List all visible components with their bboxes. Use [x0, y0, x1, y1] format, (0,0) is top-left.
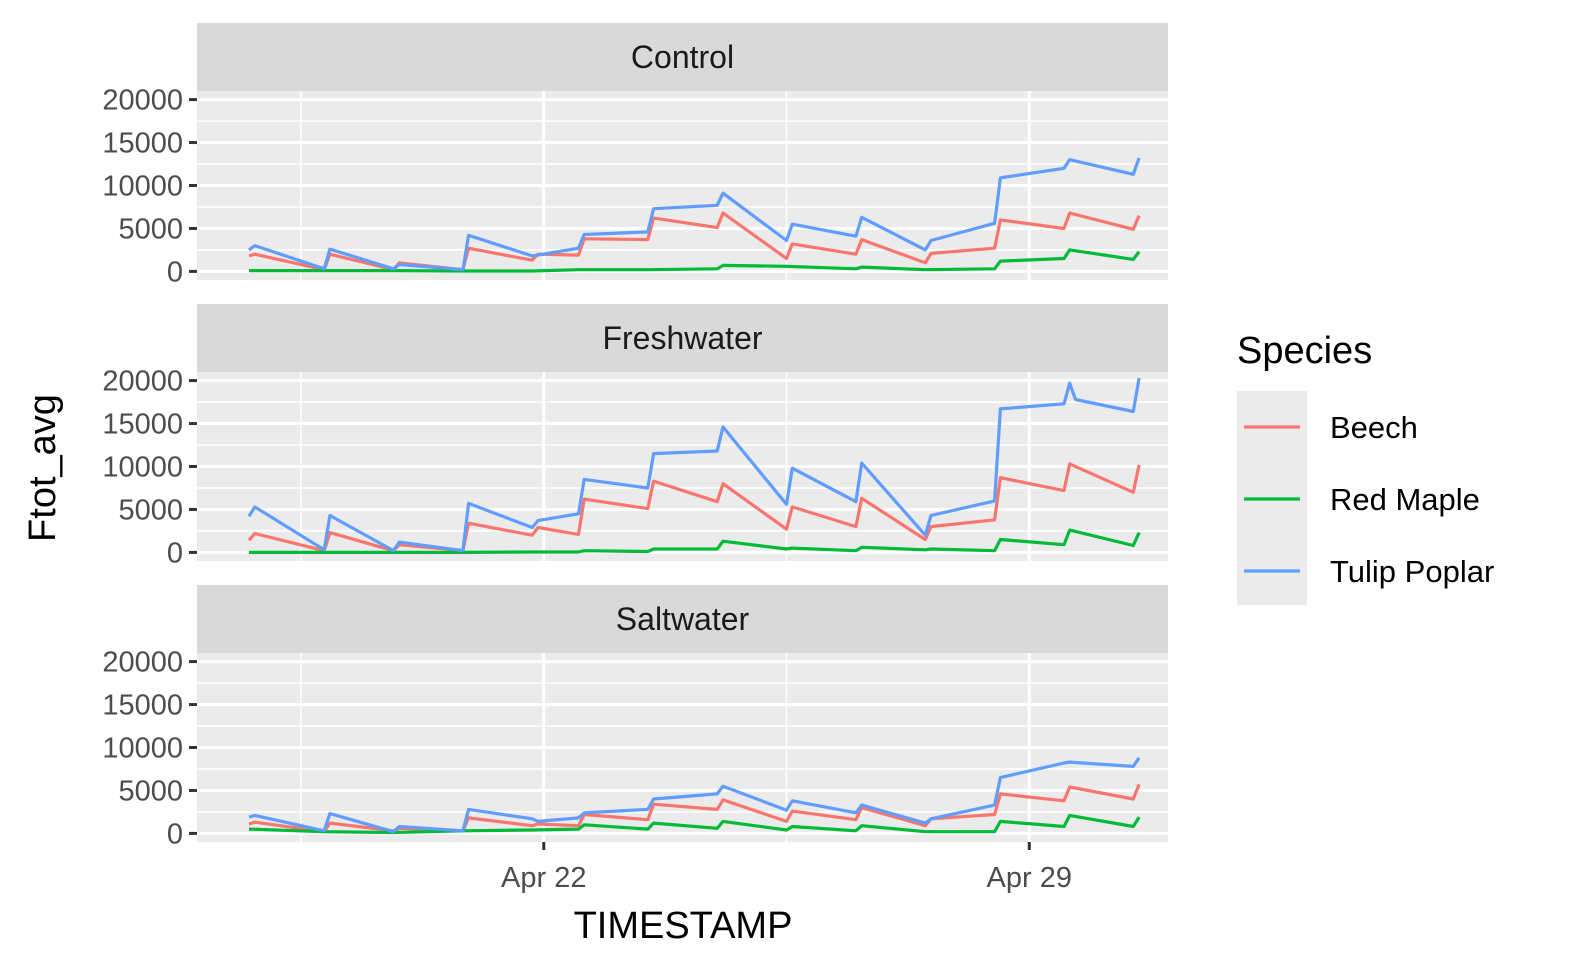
y-tick-label: 5000 [118, 775, 183, 807]
y-tick-label: 0 [167, 818, 183, 850]
y-tick-label: 5000 [118, 213, 183, 245]
y-tick-label: 0 [167, 537, 183, 569]
y-tick-label: 20000 [102, 85, 183, 117]
panel-saltwater: Saltwater 0 5000 10000 15000 20000 [102, 585, 1168, 850]
facet-strip-label: Control [631, 39, 734, 75]
y-tick-label: 10000 [102, 452, 183, 484]
facet-strip [197, 304, 1168, 372]
y-tick-label: 15000 [102, 128, 183, 160]
panel-freshwater: Freshwater 0 5000 10000 15000 20000 [102, 304, 1168, 569]
y-tick-label: 10000 [102, 733, 183, 765]
facet-strip [197, 23, 1168, 91]
series-line-tulip-poplar [247, 377, 1141, 553]
series-line-red-maple [248, 813, 1141, 835]
y-tick-label: 15000 [102, 690, 183, 722]
y-tick-label: 0 [167, 256, 183, 288]
panel-control: Control 0 5000 10000 15000 20000 [102, 23, 1168, 288]
x-tick-label: Apr 29 [987, 862, 1072, 894]
legend: Species Beech Red Maple Tulip Poplar [1237, 330, 1494, 605]
x-axis-title: TIMESTAMP [574, 905, 793, 947]
series-line-tulip-poplar [248, 756, 1141, 834]
series-line-red-maple [249, 528, 1141, 554]
x-axis: Apr 22 Apr 29 [501, 842, 1072, 894]
panels: Control 0 5000 10000 15000 20000 Freshwater 0 50… [102, 23, 1168, 850]
legend-label: Beech [1330, 410, 1418, 445]
legend-label: Red Maple [1330, 482, 1480, 517]
facet-strip-label: Saltwater [616, 601, 750, 637]
legend-label: Tulip Poplar [1330, 554, 1494, 589]
series-line-tulip-poplar [248, 157, 1141, 272]
y-tick-label: 20000 [102, 366, 183, 398]
legend-title: Species [1237, 330, 1372, 372]
facet-strip [197, 585, 1168, 653]
x-tick-label: Apr 22 [501, 862, 586, 894]
y-tick-label: 10000 [102, 171, 183, 203]
y-tick-label: 20000 [102, 647, 183, 679]
y-tick-label: 15000 [102, 409, 183, 441]
facet-strip-label: Freshwater [602, 320, 762, 356]
y-tick-label: 5000 [118, 494, 183, 526]
y-axis-title: Ftot_avg [22, 394, 64, 542]
